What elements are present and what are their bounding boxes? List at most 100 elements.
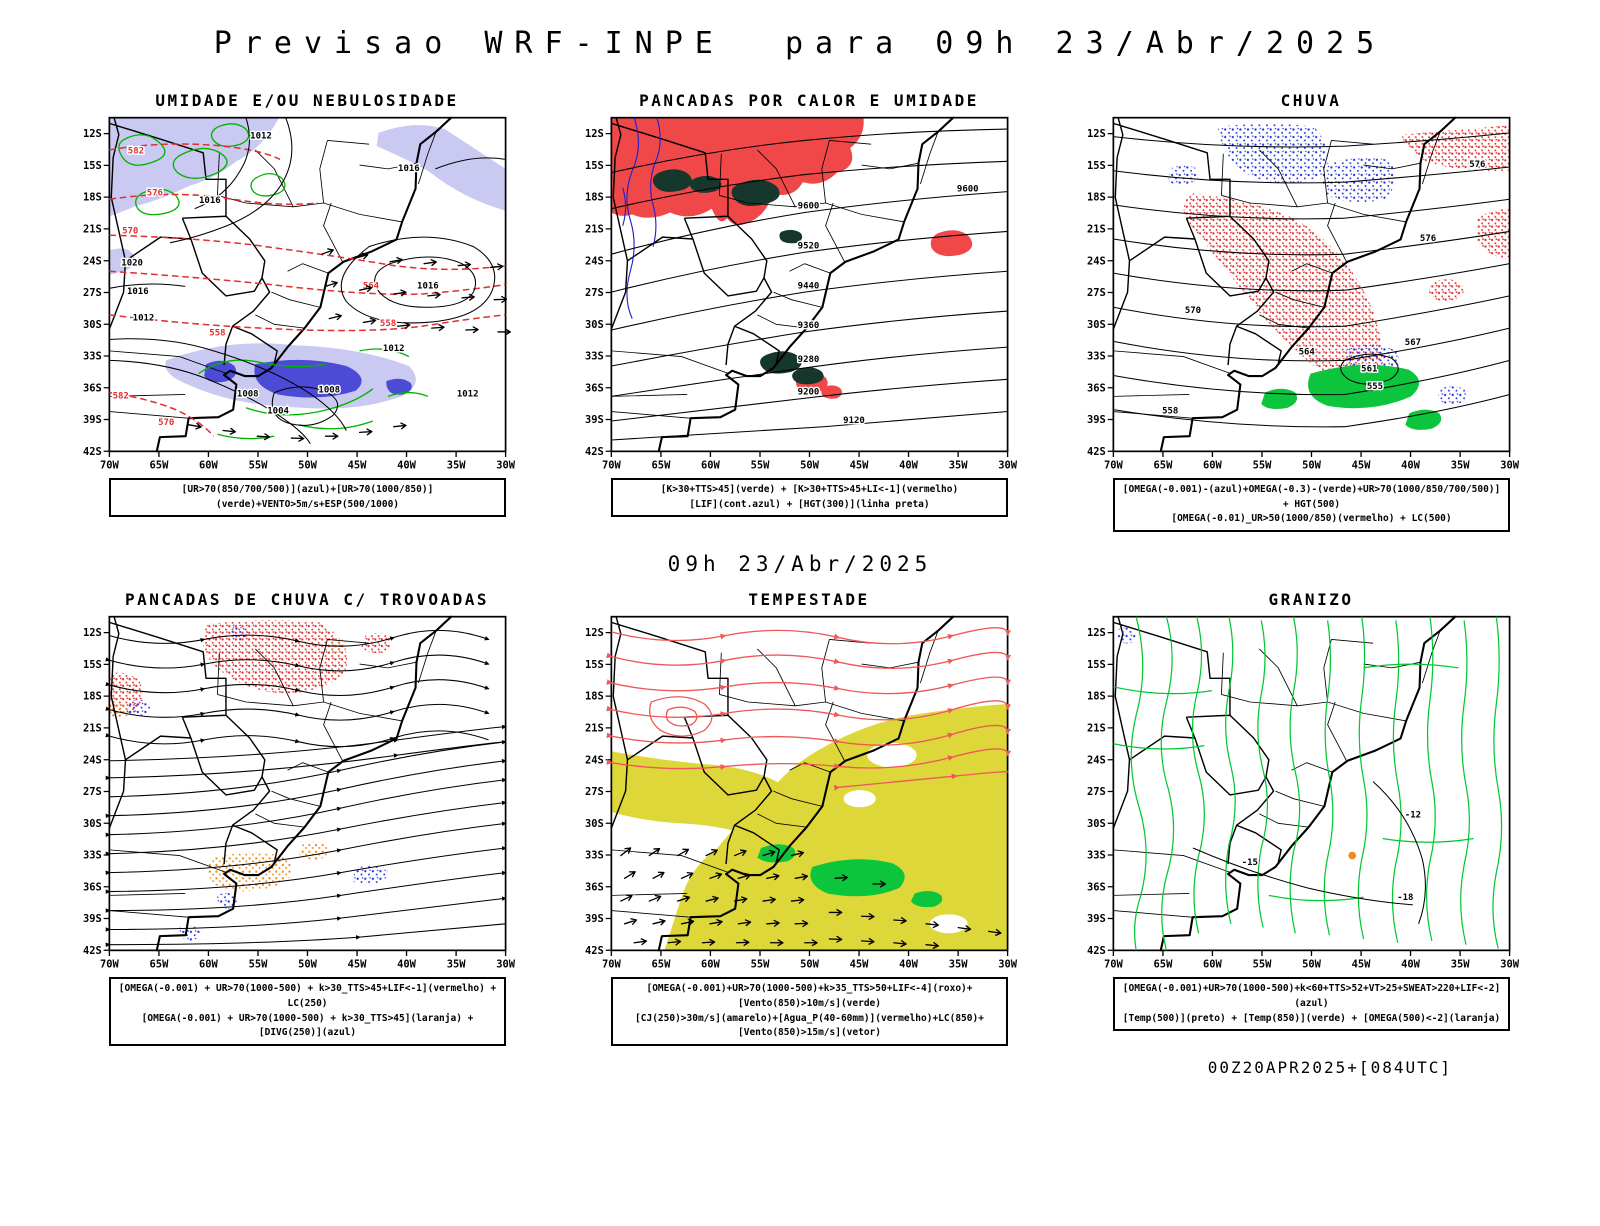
contour-labels: -12 -15 -18 bbox=[1240, 809, 1422, 904]
thickness-contours-red bbox=[109, 143, 506, 437]
omega500-orange-shading bbox=[1348, 851, 1357, 860]
contour-label: 564 bbox=[1299, 348, 1316, 358]
panel-chuva: CHUVA 576 570 567 564 561 555 bbox=[1079, 91, 1525, 533]
contour-label: 1012 bbox=[383, 344, 405, 354]
caption-line: [UR>70(850/700/500)](azul)+[UR>70(1000/8… bbox=[181, 484, 434, 510]
streamlines-lc250 bbox=[109, 630, 505, 945]
jet-yellow-shading bbox=[611, 704, 1008, 951]
panel-title-tempestade: TEMPESTADE bbox=[748, 590, 870, 610]
contour-label: 9360 bbox=[798, 321, 820, 331]
page-title: Previsao WRF-INPE para 09h 23/Abr/2025 bbox=[213, 26, 1387, 61]
caption-tempestade: [OMEGA(-0.001)+UR>70(1000-500)+k>35_TTS>… bbox=[611, 977, 1008, 1047]
map-pancadas-calor: 9600 9520 9440 9360 9280 9200 9120 9600 bbox=[584, 116, 1018, 472]
panel-title-granizo: GRANIZO bbox=[1268, 590, 1354, 610]
contour-label: 582 bbox=[128, 147, 144, 157]
caption-line: [OMEGA(-0.001) + UR>70(1000-500) + k>30_… bbox=[141, 1012, 474, 1039]
contour-label: 576 bbox=[1420, 234, 1436, 244]
map-granizo: -12 -15 -18 bbox=[1086, 615, 1520, 971]
caption-line: [CJ(250)>30m/s](amarelo)+[Agua_P(40-60mm… bbox=[635, 1012, 984, 1039]
contour-label: -18 bbox=[1397, 893, 1413, 903]
contour-label: 567 bbox=[1405, 338, 1421, 348]
contour-label: 1020 bbox=[121, 259, 143, 269]
temp850-green-contours bbox=[1113, 616, 1503, 951]
contour-label: 9200 bbox=[798, 387, 820, 397]
contour-label: -15 bbox=[1242, 858, 1258, 868]
caption-line: [K>30+TTS>45](verde) + [K>30+TTS>45+LI<-… bbox=[660, 484, 959, 495]
caption-pancadas-calor: [K>30+TTS>45](verde) + [K>30+TTS>45+LI<-… bbox=[611, 478, 1008, 518]
panel-title-umidade: UMIDADE E/OU NEBULOSIDADE bbox=[155, 91, 459, 110]
contour-label: 1008 bbox=[318, 386, 340, 396]
panel-tempestade: TEMPESTADE bbox=[577, 590, 1023, 1047]
contour-label: 1004 bbox=[267, 406, 289, 416]
caption-granizo: [OMEGA(-0.001)+UR>70(1000-500)+k<60+TTS>… bbox=[1113, 977, 1510, 1032]
rain-green-shading bbox=[1261, 364, 1442, 430]
contour-label: 570 bbox=[122, 226, 138, 236]
panel-granizo: GRANIZO -12 -15 -18 [OMEGA(-0.001 bbox=[1079, 590, 1525, 1046]
caption-line: [Temp(500)](preto) + [Temp(850)](verde) … bbox=[1122, 1012, 1501, 1024]
contour-label: 1008 bbox=[237, 389, 259, 399]
contour-label: 9440 bbox=[798, 281, 820, 291]
caption-chuva: [OMEGA(-0.001)-(azul)+OMEGA(-0.3)-(verde… bbox=[1113, 478, 1510, 533]
run-info-footer: 00Z20APR2025+[084UTC] bbox=[1207, 1058, 1452, 1078]
caption-line: [OMEGA(-0.001)+UR>70(1000-500)+k>35_TTS>… bbox=[646, 983, 973, 1009]
row-top: UMIDADE E/OU NEBULOSIDADE bbox=[0, 91, 1600, 533]
wind850-green-shading bbox=[757, 844, 943, 908]
caption-line: [OMEGA(-0.001)-(azul)+OMEGA(-0.3)-(verde… bbox=[1122, 484, 1501, 510]
green-humidity-contours bbox=[118, 123, 429, 440]
caption-umidade: [UR>70(850/700/500)](azul)+[UR>70(1000/8… bbox=[109, 478, 506, 518]
contour-label: -12 bbox=[1405, 811, 1421, 821]
panel-trovoadas: PANCADAS DE CHUVA C/ TROVOADAS [OMEGA(-0… bbox=[75, 590, 521, 1047]
contour-label: 1016 bbox=[199, 196, 221, 206]
middle-date-label: 09h 23/Abr/2025 bbox=[667, 552, 933, 577]
contour-label: 576 bbox=[147, 188, 163, 198]
contour-label: 555 bbox=[1367, 382, 1383, 392]
map-trovoadas bbox=[82, 615, 516, 971]
contour-label: 561 bbox=[1361, 365, 1377, 375]
map-tempestade bbox=[584, 615, 1018, 971]
map-umidade: 1012 1016 1016 1020 1016 1012 1008 1004 … bbox=[82, 116, 516, 472]
contour-label: 9520 bbox=[798, 241, 820, 251]
caption-line: [LIF](cont.azul) + [HGT(300)](linha pret… bbox=[689, 498, 930, 510]
panel-title-pancadas-calor: PANCADAS POR CALOR E UMIDADE bbox=[639, 91, 979, 110]
contour-label: 1012 bbox=[133, 314, 155, 324]
contour-label: 9120 bbox=[843, 416, 865, 426]
temp500-black-contours bbox=[1192, 781, 1426, 925]
contour-label: 558 bbox=[209, 329, 225, 339]
contour-label: 570 bbox=[158, 418, 174, 428]
contour-label: 1016 bbox=[417, 281, 439, 291]
contour-label: 576 bbox=[1469, 160, 1485, 170]
mslp-contours bbox=[109, 117, 506, 445]
caption-line: [OMEGA(-0.001)+UR>70(1000-500)+k<60+TTS>… bbox=[1122, 983, 1501, 1009]
contour-label: 558 bbox=[1162, 406, 1178, 416]
contour-label: 570 bbox=[1185, 306, 1201, 316]
hgt300-contours bbox=[611, 128, 1008, 441]
contour-labels: 1012 1016 1016 1020 1016 1012 1008 1004 … bbox=[111, 130, 480, 429]
contour-label: 558 bbox=[380, 319, 396, 329]
caption-line: [OMEGA(-0.01)_UR>50(1000/850)(vermelho) … bbox=[1171, 513, 1452, 525]
row-bottom: PANCADAS DE CHUVA C/ TROVOADAS [OMEGA(-0… bbox=[0, 590, 1600, 1047]
contour-label: 1016 bbox=[398, 164, 420, 174]
panel-pancadas-calor: PANCADAS POR CALOR E UMIDADE 9600 9520 9… bbox=[577, 91, 1023, 532]
rain-speckle-red bbox=[1183, 125, 1510, 389]
contour-label: 9600 bbox=[957, 185, 979, 195]
contour-labels: 9600 9520 9440 9360 9280 9200 9120 9600 bbox=[796, 183, 980, 427]
contour-label: 564 bbox=[363, 281, 380, 291]
contour-label: 9600 bbox=[798, 202, 820, 212]
contour-label: 1012 bbox=[457, 389, 479, 399]
panel-title-chuva: CHUVA bbox=[1280, 91, 1342, 110]
lif-contours-blue bbox=[622, 117, 661, 319]
speckle-blue-small bbox=[1117, 627, 1138, 644]
hgt500-contours bbox=[1113, 132, 1510, 428]
panel-title-trovoadas: PANCADAS DE CHUVA C/ TROVOADAS bbox=[125, 590, 489, 610]
strong-instability-shading bbox=[652, 169, 824, 385]
storm-red-streamlines bbox=[611, 628, 1008, 787]
map-chuva: 576 570 567 564 561 555 576 558 bbox=[1086, 116, 1520, 472]
contour-label: 1016 bbox=[127, 287, 149, 297]
contour-label: 9280 bbox=[798, 355, 820, 365]
contour-label: 1012 bbox=[250, 132, 272, 142]
caption-trovoadas: [OMEGA(-0.001) + UR>70(1000-500) + k>30_… bbox=[109, 977, 506, 1047]
panel-umidade: UMIDADE E/OU NEBULOSIDADE bbox=[75, 91, 521, 532]
contour-label: 582 bbox=[113, 391, 129, 401]
contour-labels: 576 570 567 564 561 555 576 558 bbox=[1161, 159, 1487, 418]
caption-line: [OMEGA(-0.001) + UR>70(1000-500) + k>30_… bbox=[118, 983, 497, 1009]
